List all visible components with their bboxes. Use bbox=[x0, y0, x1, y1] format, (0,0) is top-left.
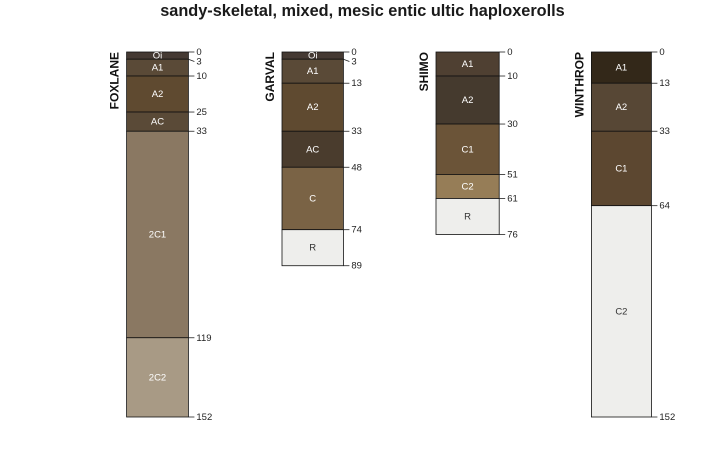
svg-text:89: 89 bbox=[351, 261, 362, 272]
svg-text:A2: A2 bbox=[307, 102, 319, 113]
svg-text:A2: A2 bbox=[462, 95, 474, 106]
svg-text:76: 76 bbox=[507, 230, 518, 241]
svg-text:2C1: 2C1 bbox=[149, 230, 166, 241]
svg-text:33: 33 bbox=[351, 126, 362, 137]
svg-text:13: 13 bbox=[659, 78, 670, 89]
svg-text:A1: A1 bbox=[462, 59, 474, 70]
svg-text:33: 33 bbox=[196, 126, 207, 137]
svg-text:74: 74 bbox=[351, 225, 362, 236]
svg-text:A2: A2 bbox=[152, 89, 164, 100]
svg-text:C1: C1 bbox=[462, 144, 474, 155]
svg-text:61: 61 bbox=[507, 194, 518, 205]
svg-text:C2: C2 bbox=[615, 306, 627, 317]
svg-text:AC: AC bbox=[151, 117, 164, 128]
svg-text:SHIMO: SHIMO bbox=[417, 52, 431, 91]
svg-text:0: 0 bbox=[507, 47, 512, 58]
svg-text:C: C bbox=[309, 194, 316, 205]
svg-text:WINTHROP: WINTHROP bbox=[572, 52, 586, 117]
svg-text:64: 64 bbox=[659, 201, 670, 212]
svg-text:R: R bbox=[464, 212, 471, 223]
svg-text:C1: C1 bbox=[615, 164, 627, 175]
svg-text:10: 10 bbox=[507, 71, 518, 82]
svg-text:30: 30 bbox=[507, 119, 518, 130]
svg-text:A1: A1 bbox=[307, 66, 319, 77]
svg-text:0: 0 bbox=[659, 47, 664, 58]
svg-text:119: 119 bbox=[196, 333, 211, 344]
svg-text:2C2: 2C2 bbox=[149, 372, 166, 383]
svg-text:25: 25 bbox=[196, 107, 207, 118]
svg-text:48: 48 bbox=[351, 162, 362, 173]
svg-text:A2: A2 bbox=[616, 102, 628, 113]
svg-text:A1: A1 bbox=[152, 63, 164, 74]
svg-text:3: 3 bbox=[351, 57, 356, 68]
svg-text:3: 3 bbox=[196, 57, 201, 68]
svg-text:51: 51 bbox=[507, 170, 518, 181]
svg-text:C2: C2 bbox=[462, 182, 474, 193]
svg-text:sandy-skeletal, mixed, mesic e: sandy-skeletal, mixed, mesic entic ultic… bbox=[160, 2, 564, 20]
svg-text:152: 152 bbox=[196, 412, 212, 423]
svg-text:AC: AC bbox=[306, 144, 319, 155]
svg-text:33: 33 bbox=[659, 126, 670, 137]
svg-text:A1: A1 bbox=[616, 63, 628, 74]
svg-text:13: 13 bbox=[351, 78, 362, 89]
svg-text:10: 10 bbox=[196, 71, 207, 82]
svg-text:GARVAL: GARVAL bbox=[263, 52, 277, 102]
svg-text:R: R bbox=[309, 243, 316, 254]
svg-text:152: 152 bbox=[659, 412, 675, 423]
svg-text:FOXLANE: FOXLANE bbox=[108, 52, 122, 109]
